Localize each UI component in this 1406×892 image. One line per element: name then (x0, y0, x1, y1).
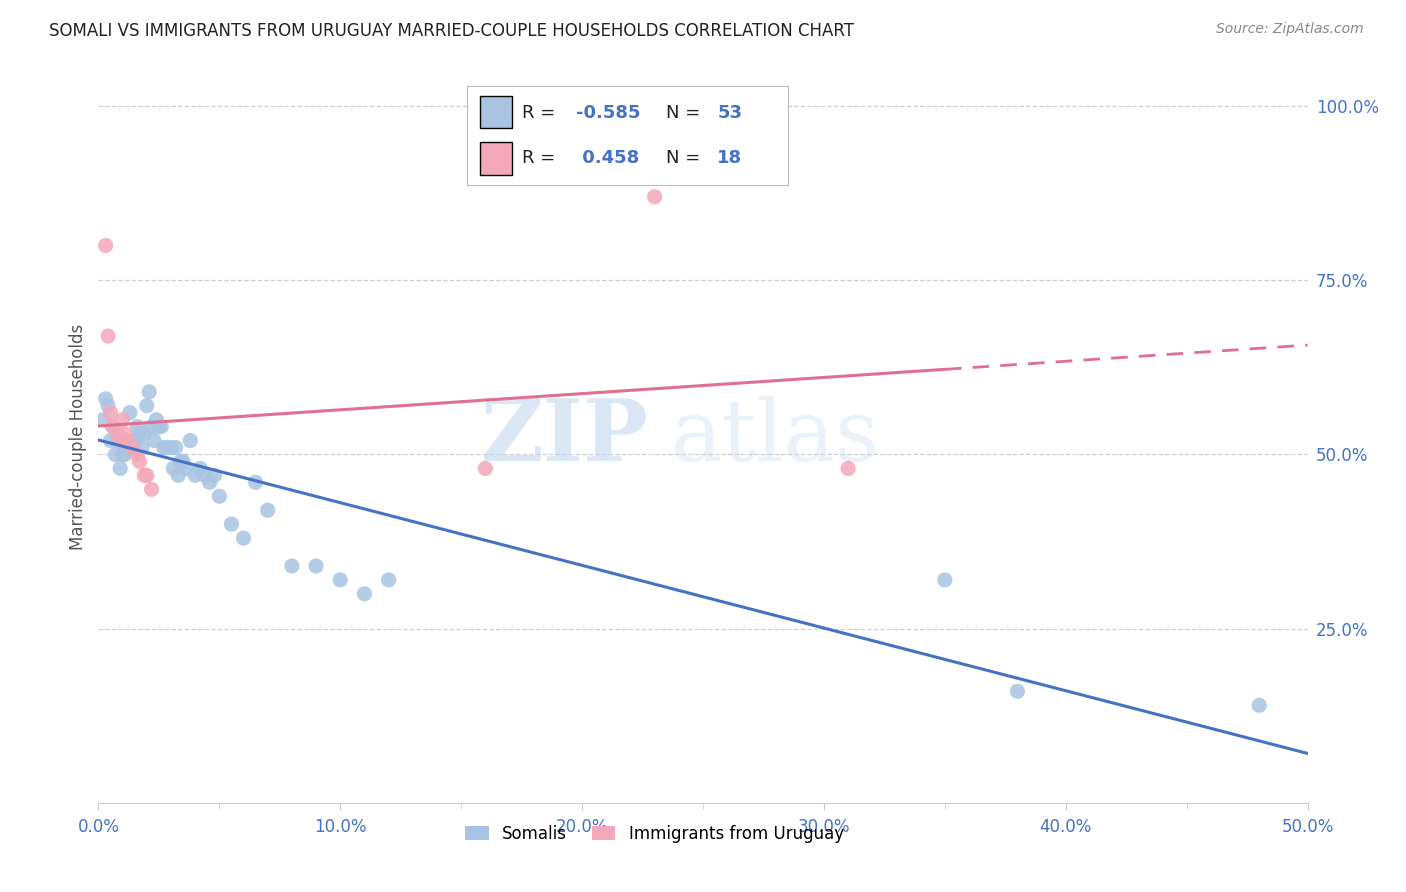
Point (143, 434, 166, 448)
Point (101, 419, 124, 434)
Point (124, 434, 146, 448)
Point (141, 419, 163, 434)
Point (169, 454, 191, 468)
Point (198, 475, 221, 490)
Point (474, 461, 496, 475)
Point (165, 441, 187, 455)
Point (160, 441, 183, 455)
Point (108, 461, 131, 475)
Point (127, 448, 149, 462)
Point (117, 434, 139, 448)
Text: atlas: atlas (671, 395, 880, 479)
Point (135, 399, 157, 413)
Text: ZIP: ZIP (481, 395, 648, 479)
Point (121, 441, 143, 455)
Point (837, 461, 859, 475)
Legend: Somalis, Immigrants from Uruguay: Somalis, Immigrants from Uruguay (458, 818, 851, 849)
Point (281, 558, 304, 573)
Point (111, 412, 134, 426)
Point (91, 412, 114, 426)
Point (305, 558, 328, 573)
Point (145, 412, 167, 426)
Point (138, 384, 160, 399)
Text: Source: ZipAtlas.com: Source: ZipAtlas.com (1216, 22, 1364, 37)
Point (152, 441, 174, 455)
Point (188, 461, 211, 475)
Point (107, 426, 129, 441)
Point (150, 419, 173, 434)
Point (127, 419, 149, 434)
Point (377, 573, 399, 587)
Point (1249, 698, 1271, 713)
Point (353, 587, 375, 601)
Point (101, 419, 124, 434)
Point (94, 238, 117, 252)
Point (174, 461, 197, 475)
Point (167, 468, 190, 483)
Point (135, 468, 157, 483)
Point (232, 531, 254, 545)
Point (194, 468, 217, 483)
Point (155, 441, 177, 455)
Y-axis label: Married-couple Households: Married-couple Households (69, 324, 87, 550)
Point (108, 434, 131, 448)
Point (104, 448, 127, 462)
Point (134, 468, 156, 483)
Point (134, 426, 156, 441)
Point (329, 573, 352, 587)
Point (121, 434, 143, 448)
Point (100, 434, 122, 448)
Point (118, 406, 141, 420)
Point (172, 454, 194, 468)
Point (644, 190, 666, 204)
Point (107, 434, 129, 448)
Point (97, 399, 120, 413)
Point (162, 461, 184, 475)
Point (114, 426, 136, 441)
Point (208, 489, 231, 503)
Point (131, 441, 153, 455)
Point (111, 448, 134, 462)
Point (117, 441, 139, 455)
Point (94, 392, 117, 406)
Point (184, 468, 207, 483)
Point (97, 329, 120, 343)
Point (1007, 684, 1029, 698)
Point (221, 517, 243, 532)
Point (141, 483, 163, 497)
Point (245, 475, 267, 490)
Point (256, 503, 278, 517)
Point (128, 426, 150, 441)
Point (114, 448, 136, 462)
Point (179, 434, 201, 448)
Point (204, 468, 226, 483)
Point (100, 406, 122, 420)
Point (148, 419, 170, 434)
Point (934, 573, 956, 587)
Point (128, 454, 150, 468)
Text: SOMALI VS IMMIGRANTS FROM URUGUAY MARRIED-COUPLE HOUSEHOLDS CORRELATION CHART: SOMALI VS IMMIGRANTS FROM URUGUAY MARRIE… (49, 22, 855, 40)
